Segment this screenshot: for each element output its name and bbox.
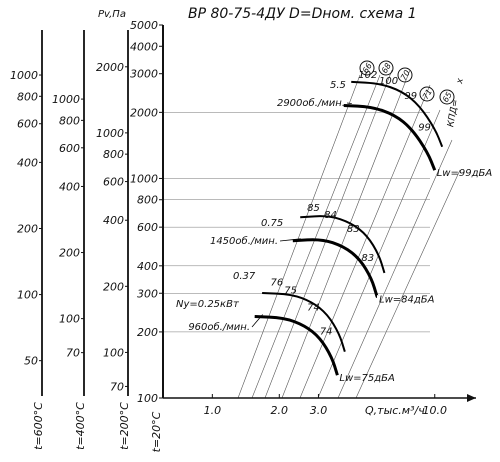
- grid: [163, 70, 460, 398]
- power-label: 5.5: [330, 80, 346, 91]
- axis-caption-aux: t=200°С: [118, 402, 131, 450]
- speed-label: 960об./мин.: [188, 321, 250, 333]
- curve-mark-label: 74: [307, 303, 320, 314]
- power-label: 0.37: [233, 271, 256, 282]
- ray-line: [265, 70, 392, 398]
- aux-tick-label: 600: [17, 118, 38, 131]
- aux-tick-label: 50: [24, 355, 38, 368]
- aux-tick-label: 800: [17, 90, 38, 103]
- x-axis-arrow: [467, 394, 476, 402]
- y-tick-label: 4000: [130, 40, 158, 53]
- noise-label: Lw=84дБА: [379, 294, 435, 305]
- aux-tick-label: 800: [59, 114, 80, 127]
- aux-tick-label: 1000: [10, 69, 38, 82]
- curve-mark-label: 99: [404, 91, 417, 102]
- curve-mark-label: 85: [307, 203, 320, 214]
- y-tick-label: 5000: [130, 19, 158, 32]
- aux-tick-label: 600: [59, 142, 80, 155]
- noise-label: Lw=99дБА: [437, 168, 493, 179]
- aux-tick-label: 100: [59, 313, 80, 326]
- axis-caption-main: t=20°С: [150, 411, 163, 452]
- curve-mark-label: 84: [324, 210, 337, 221]
- curve-mark-label: 75: [284, 285, 297, 296]
- y-tick-label: 800: [137, 194, 158, 207]
- aux-tick-label: 70: [110, 380, 124, 393]
- y-tick-label: 400: [137, 260, 158, 273]
- aux-tick-label: 400: [59, 180, 80, 193]
- curve-mark-label: 74: [320, 326, 333, 337]
- x-tick-label: 3.0: [310, 404, 328, 417]
- y-tick-label: 100: [137, 392, 158, 405]
- x-axis-title: Q,тыс.м³/ч: [365, 404, 425, 417]
- y-tick-label: 2000: [130, 106, 158, 119]
- aux-tick-label: 200: [103, 280, 124, 293]
- aux-tick-label: 70: [66, 347, 80, 360]
- aux-tick-label: 1000: [52, 93, 80, 106]
- curve-mark-label: 99: [418, 123, 431, 134]
- chart-title: ВР 80-75-4ДУ D=Dном. схема 1: [188, 6, 417, 22]
- curve-mark-label: 102: [358, 70, 377, 81]
- aux-tick-label: 400: [103, 214, 124, 227]
- series-curve: [344, 105, 435, 170]
- axis-caption-aux: t=400°С: [74, 402, 87, 450]
- power-label: 0.75: [261, 218, 283, 229]
- speed-label: 2900об./мин.: [277, 97, 345, 109]
- curve-mark-label: 76: [270, 278, 283, 289]
- aux-tick-label: 600: [103, 176, 124, 189]
- curve-mark-label: 83: [361, 253, 374, 264]
- curve-mark-label: 83: [347, 224, 360, 235]
- axis-caption-aux: t=600°С: [32, 402, 45, 450]
- x-tick-label: 2.0: [271, 404, 289, 417]
- aux-tick-label: 800: [103, 148, 124, 161]
- aux-tick-label: 400: [17, 156, 38, 169]
- aux-tick-label: 100: [17, 289, 38, 302]
- efficiency-x: х: [455, 77, 466, 86]
- aux-tick-label: 200: [17, 222, 38, 235]
- aux-tick-label: 1000: [96, 127, 124, 140]
- chart-labels: 100 200 300 400 600 800 1000 2000 3000 4000 5000 t=…: [10, 6, 492, 452]
- curve-mark-label: 100: [379, 76, 398, 87]
- y-tick-label: 600: [137, 221, 158, 234]
- y-tick-label: 200: [137, 326, 158, 339]
- speed-label: 1450об./мин.: [210, 235, 278, 247]
- y-tick-label: 1000: [130, 172, 158, 185]
- aux-tick-label: 100: [103, 346, 124, 359]
- y-tick-label: 3000: [130, 68, 158, 81]
- x-tick-label: 1.0: [204, 404, 222, 417]
- aux-tick-label: 2000: [96, 61, 124, 74]
- x-tick-label: 10.0: [422, 404, 447, 417]
- noise-label: Lw=75дБА: [339, 373, 395, 384]
- y-axis-title: Pv,Па: [98, 9, 126, 20]
- ny-power-label: Ny=0.25кВт: [176, 299, 240, 310]
- y-tick-label: 300: [137, 287, 158, 300]
- aux-tick-label: 200: [59, 247, 80, 260]
